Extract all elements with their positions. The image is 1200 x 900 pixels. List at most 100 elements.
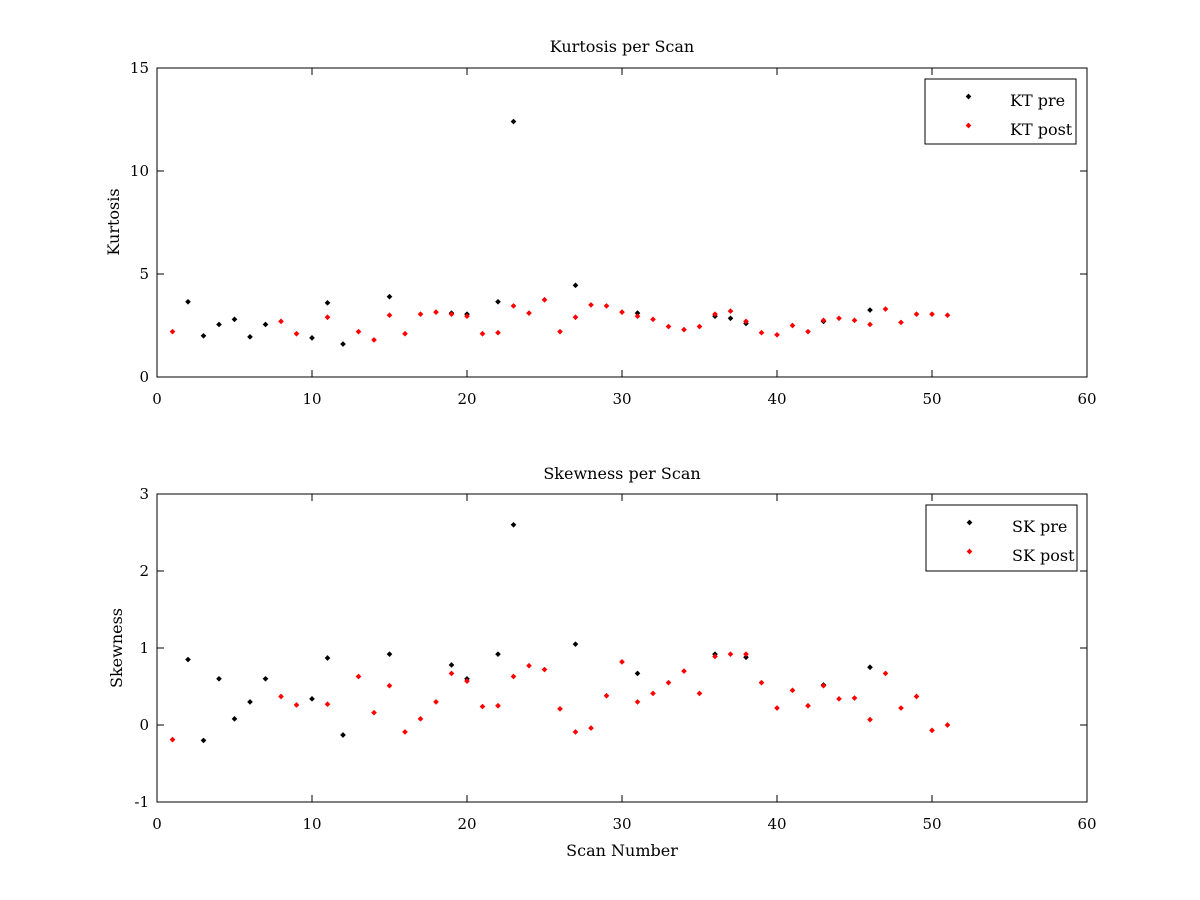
point-sk-pre — [247, 699, 253, 705]
skewness-y-tick-label: 2 — [139, 562, 149, 580]
skewness-y-tick-label: 0 — [139, 716, 149, 734]
point-kt-pre — [200, 332, 207, 339]
point-sk-post — [681, 668, 687, 674]
point-sk-post — [588, 725, 594, 731]
point-sk-post — [867, 716, 873, 723]
kurtosis-x-tick-label: 10 — [302, 390, 321, 408]
kurtosis-data-points — [169, 118, 951, 347]
kurtosis-axis-ticks: 0 10 20 30 40 50 60 0 5 10 15 — [130, 59, 1097, 408]
point-kt-post — [851, 317, 858, 324]
point-kt-post — [603, 303, 610, 309]
point-kt-post — [836, 315, 842, 322]
point-kt-post — [944, 312, 951, 319]
legend-label-kt-pre: KT pre — [1010, 91, 1065, 110]
skewness-x-tick-label: 30 — [612, 815, 631, 833]
kurtosis-x-tick-label: 0 — [152, 390, 162, 408]
kurtosis-x-tick-label: 50 — [922, 390, 941, 408]
point-sk-post — [774, 705, 780, 711]
kurtosis-legend-box — [924, 78, 1077, 145]
point-sk-pre — [867, 664, 873, 671]
point-kt-post — [293, 330, 300, 337]
point-sk-post — [557, 706, 563, 712]
point-kt-post — [743, 318, 749, 325]
point-sk-pre — [185, 656, 191, 663]
point-sk-post — [371, 709, 377, 716]
point-sk-post — [805, 702, 811, 709]
kurtosis-y-tick-label: 15 — [130, 59, 149, 77]
kurtosis-x-tick-label: 60 — [1077, 390, 1096, 408]
point-sk-post — [619, 659, 625, 665]
point-sk-post — [727, 651, 734, 657]
point-kt-post — [898, 319, 904, 326]
point-sk-post — [913, 693, 920, 700]
point-sk-post — [882, 670, 889, 677]
point-kt-pre — [324, 300, 331, 306]
point-sk-post — [293, 702, 300, 708]
point-sk-pre — [340, 732, 346, 738]
skewness-chart: Skewness per Scan Skewness Scan Number 0… — [107, 464, 1097, 860]
point-sk-post — [386, 682, 393, 689]
skewness-x-tick-label: 20 — [457, 815, 476, 833]
point-kt-post — [867, 321, 873, 328]
point-sk-pre — [324, 655, 331, 661]
point-sk-pre — [572, 641, 579, 647]
legend-marker-sk-pre — [966, 519, 973, 526]
point-kt-post — [913, 311, 920, 317]
point-sk-post — [479, 703, 486, 710]
point-sk-post — [743, 651, 749, 657]
point-sk-pre — [231, 716, 238, 722]
legend-label-sk-pre: SK pre — [1012, 517, 1067, 536]
skewness-y-tick-label: 1 — [139, 639, 149, 657]
point-kt-pre — [495, 298, 501, 305]
point-sk-post — [278, 693, 284, 700]
kurtosis-x-tick-label: 40 — [767, 390, 786, 408]
point-kt-post — [820, 317, 827, 324]
point-kt-pre — [867, 307, 873, 313]
skewness-legend-box — [925, 504, 1078, 572]
legend-marker-sk-post — [966, 548, 973, 555]
point-sk-post — [634, 699, 641, 705]
skewness-y-tick-label: 3 — [139, 485, 149, 503]
point-kt-pre — [572, 282, 579, 289]
point-kt-post — [355, 328, 362, 335]
skewness-x-tick-label: 50 — [922, 815, 941, 833]
kurtosis-y-axis-label: Kurtosis — [104, 188, 123, 255]
legend-marker-kt-pre — [965, 93, 972, 100]
point-kt-post — [774, 331, 780, 338]
point-kt-post — [588, 302, 594, 308]
skewness-y-tick-label: -1 — [134, 793, 149, 811]
point-sk-post — [526, 662, 532, 669]
kurtosis-chart: Kurtosis per Scan Kurtosis 0 10 20 30 40 50 60… — [104, 37, 1097, 408]
point-kt-post — [386, 312, 393, 319]
point-kt-pre — [216, 321, 222, 328]
kurtosis-chart-title: Kurtosis per Scan — [550, 37, 694, 56]
point-sk-post — [789, 687, 796, 694]
point-sk-pre — [262, 675, 269, 682]
skewness-legend: SK pre SK post — [925, 504, 1078, 572]
point-kt-post — [278, 318, 284, 325]
point-kt-post — [402, 330, 408, 337]
point-sk-post — [650, 690, 656, 697]
kurtosis-y-tick-label: 10 — [130, 162, 149, 180]
point-sk-post — [696, 690, 703, 697]
point-kt-post — [169, 328, 176, 335]
point-kt-pre — [340, 341, 346, 347]
point-sk-pre — [510, 521, 517, 528]
point-sk-post — [510, 673, 517, 680]
point-kt-pre — [185, 298, 191, 305]
point-sk-post — [433, 699, 439, 705]
point-sk-pre — [634, 670, 641, 677]
skewness-x-axis-label: Scan Number — [566, 841, 678, 860]
point-kt-post — [417, 311, 424, 317]
point-kt-post — [681, 326, 687, 333]
skewness-chart-title: Skewness per Scan — [543, 464, 700, 483]
point-sk-pre — [309, 695, 315, 702]
point-sk-pre — [495, 651, 501, 657]
skewness-x-tick-label: 0 — [152, 815, 162, 833]
kurtosis-x-tick-label: 30 — [612, 390, 631, 408]
point-kt-post — [696, 323, 703, 330]
point-kt-post — [665, 323, 672, 330]
point-kt-post — [464, 313, 470, 320]
point-kt-post — [619, 309, 625, 315]
